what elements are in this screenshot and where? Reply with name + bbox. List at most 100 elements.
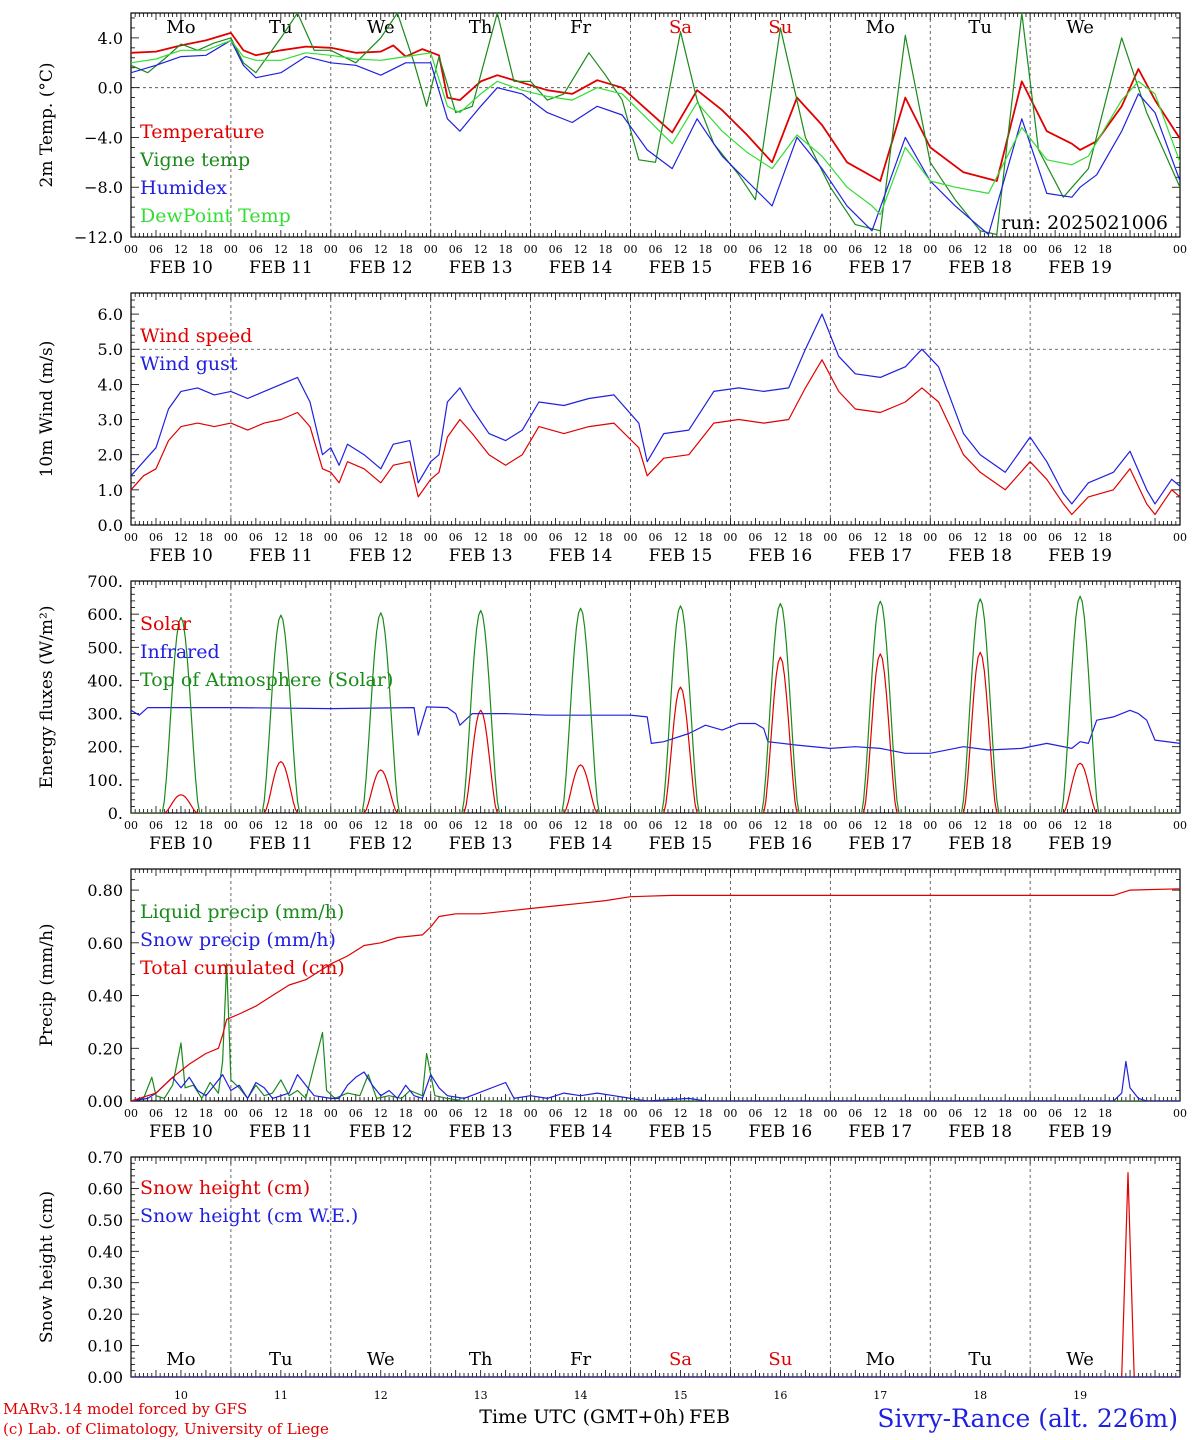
x-tick-label: 00: [923, 243, 937, 256]
series-line-vigne-temp: [131, 13, 1180, 236]
x-tick-label: 06: [649, 1107, 663, 1120]
x-date-label: FEB 13: [449, 546, 513, 566]
x-tick-label: 18: [199, 819, 213, 832]
y-tick-label: 0.60: [87, 1179, 123, 1198]
x-date-label: FEB 15: [649, 1122, 713, 1142]
x-tick-label: 18: [199, 243, 213, 256]
x-tick-label: 18: [199, 1107, 213, 1120]
y-tick-label: 400.: [87, 671, 123, 690]
x-tick-label: 18: [698, 819, 712, 832]
x-tick-label: 12: [1073, 243, 1087, 256]
x-date-label: FEB 12: [349, 546, 413, 566]
x-tick-label: 12: [973, 243, 987, 256]
y-axis-label: Precip (mm/h): [37, 923, 57, 1046]
x-tick-label: 18: [698, 243, 712, 256]
x-tick-label: 18: [299, 531, 313, 544]
x-tick-label: 06: [249, 243, 263, 256]
x-tick-label: 00: [424, 243, 438, 256]
x-tick-label: 12: [873, 1107, 887, 1120]
y-tick-label: 5.0: [98, 340, 123, 359]
x-tick-label: 00: [723, 531, 737, 544]
x-tick-label: 06: [948, 531, 962, 544]
x-date-label: FEB 12: [349, 258, 413, 278]
series-line-wind-gust: [131, 313, 1180, 505]
x-tick-label: 12: [773, 531, 787, 544]
x-date-label: FEB 11: [249, 546, 313, 566]
footer-credit: (c) Lab. of Climatology, University of L…: [3, 1420, 329, 1438]
weekday-label: We: [1066, 1349, 1094, 1370]
series-line-snow-height-cm: [131, 1172, 1180, 1377]
x-tick-label: 00: [1173, 1107, 1187, 1120]
x-date-label: FEB 15: [649, 546, 713, 566]
x-tick-label: 12: [574, 1107, 588, 1120]
x-tick-label: 18: [199, 531, 213, 544]
series-group: [131, 313, 1180, 516]
x-tick-label: 12: [873, 531, 887, 544]
y-tick-label: 2.0: [98, 446, 123, 465]
x-tick-label: 00: [224, 819, 238, 832]
x-tick-label: 00: [224, 531, 238, 544]
y-tick-label: 0.10: [87, 1337, 123, 1356]
x-tick-label: 00: [624, 1107, 638, 1120]
legend-top-of-atmosphere-solar: Top of Atmosphere (Solar): [140, 669, 393, 691]
x-tick-label: 12: [673, 819, 687, 832]
x-tick-label: 06: [948, 819, 962, 832]
x-date-label: FEB 13: [449, 258, 513, 278]
y-tick-label: 0.00: [87, 1092, 123, 1111]
x-day-number: 10: [174, 1389, 188, 1402]
x-tick-label: 00: [424, 1107, 438, 1120]
x-tick-label: 12: [374, 531, 388, 544]
weekday-label: Mo: [166, 1349, 195, 1370]
x-tick-label: 18: [599, 531, 613, 544]
y-tick-label: 200.: [87, 738, 123, 757]
x-tick-label: 18: [898, 531, 912, 544]
x-date-label: FEB 14: [549, 546, 613, 566]
x-tick-label: 12: [973, 531, 987, 544]
x-tick-label: 06: [349, 531, 363, 544]
y-tick-label: 0.50: [87, 1211, 123, 1230]
x-tick-label: 12: [374, 819, 388, 832]
x-tick-label: 00: [424, 819, 438, 832]
x-tick-label: 00: [524, 1107, 538, 1120]
x-tick-label: 12: [274, 1107, 288, 1120]
y-tick-label: 3.0: [98, 411, 123, 430]
legend-liquid-precip-mm-h: Liquid precip (mm/h): [140, 901, 344, 923]
x-tick-label: 00: [923, 1107, 937, 1120]
x-tick-label: 18: [1098, 1107, 1112, 1120]
x-tick-label: 12: [1073, 1107, 1087, 1120]
x-tick-label: 18: [499, 243, 513, 256]
x-date-label: FEB 10: [149, 1122, 213, 1142]
x-tick-label: 06: [748, 819, 762, 832]
x-tick-label: 06: [848, 243, 862, 256]
x-tick-label: 00: [923, 531, 937, 544]
x-tick-label: 00: [1023, 243, 1037, 256]
x-tick-label: 12: [973, 1107, 987, 1120]
legend-wind-gust: Wind gust: [140, 353, 238, 375]
x-tick-label: 12: [773, 819, 787, 832]
y-tick-label: 0.30: [87, 1274, 123, 1293]
x-date-label: FEB 11: [249, 258, 313, 278]
x-tick-label: 06: [848, 531, 862, 544]
y-tick-label: 100.: [87, 771, 123, 790]
y-tick-label: 500.: [87, 638, 123, 657]
x-tick-label: 06: [449, 1107, 463, 1120]
x-tick-label: 12: [673, 1107, 687, 1120]
x-tick-label: 06: [748, 1107, 762, 1120]
panel-2: 0.0 1.0 2.0 3.0 4.0 5.0 6.0 10m Wind (m/s) 00 06 1…: [37, 292, 1187, 566]
x-tick-label: 06: [549, 243, 563, 256]
x-date-label: FEB 15: [649, 834, 713, 854]
x-date-label: FEB 18: [948, 546, 1012, 566]
x-date-label: FEB 10: [149, 546, 213, 566]
legend-vigne-temp: Vigne temp: [139, 149, 250, 171]
x-tick-label: 00: [124, 531, 138, 544]
x-tick-label: 00: [823, 531, 837, 544]
weekday-label: Sa: [669, 17, 692, 38]
y-axis-label: 2m Temp. (°C): [37, 62, 57, 187]
x-date-label: FEB 17: [848, 1122, 912, 1142]
x-tick-label: 18: [998, 243, 1012, 256]
y-tick-label: 4.0: [98, 375, 123, 394]
x-tick-label: 00: [124, 819, 138, 832]
y-tick-label: 0.20: [87, 1305, 123, 1324]
x-date-label: FEB 15: [649, 258, 713, 278]
legend-temperature: Temperature: [140, 121, 264, 143]
